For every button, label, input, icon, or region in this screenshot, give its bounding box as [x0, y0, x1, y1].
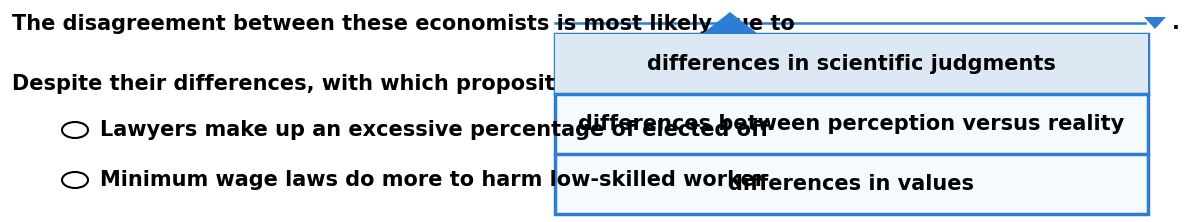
Text: Lawyers make up an excessive percentage of elected off: Lawyers make up an excessive percentage …	[100, 120, 769, 140]
Text: differences in values: differences in values	[728, 174, 974, 194]
Text: differences between perception versus reality: differences between perception versus re…	[578, 114, 1124, 134]
Text: Minimum wage laws do more to harm low-skilled worker: Minimum wage laws do more to harm low-sk…	[100, 170, 766, 190]
Bar	[554, 34, 1148, 94]
Polygon shape	[702, 12, 758, 34]
Bar	[554, 34, 1148, 214]
Polygon shape	[1144, 17, 1166, 29]
Text: differences in scientific judgments: differences in scientific judgments	[647, 54, 1056, 74]
Text: .: .	[1172, 13, 1180, 33]
Text: Despite their differences, with which proposition are two economis: Despite their differences, with which pr…	[12, 74, 806, 94]
Text: The disagreement between these economists is most likely due to: The disagreement between these economist…	[12, 14, 794, 34]
